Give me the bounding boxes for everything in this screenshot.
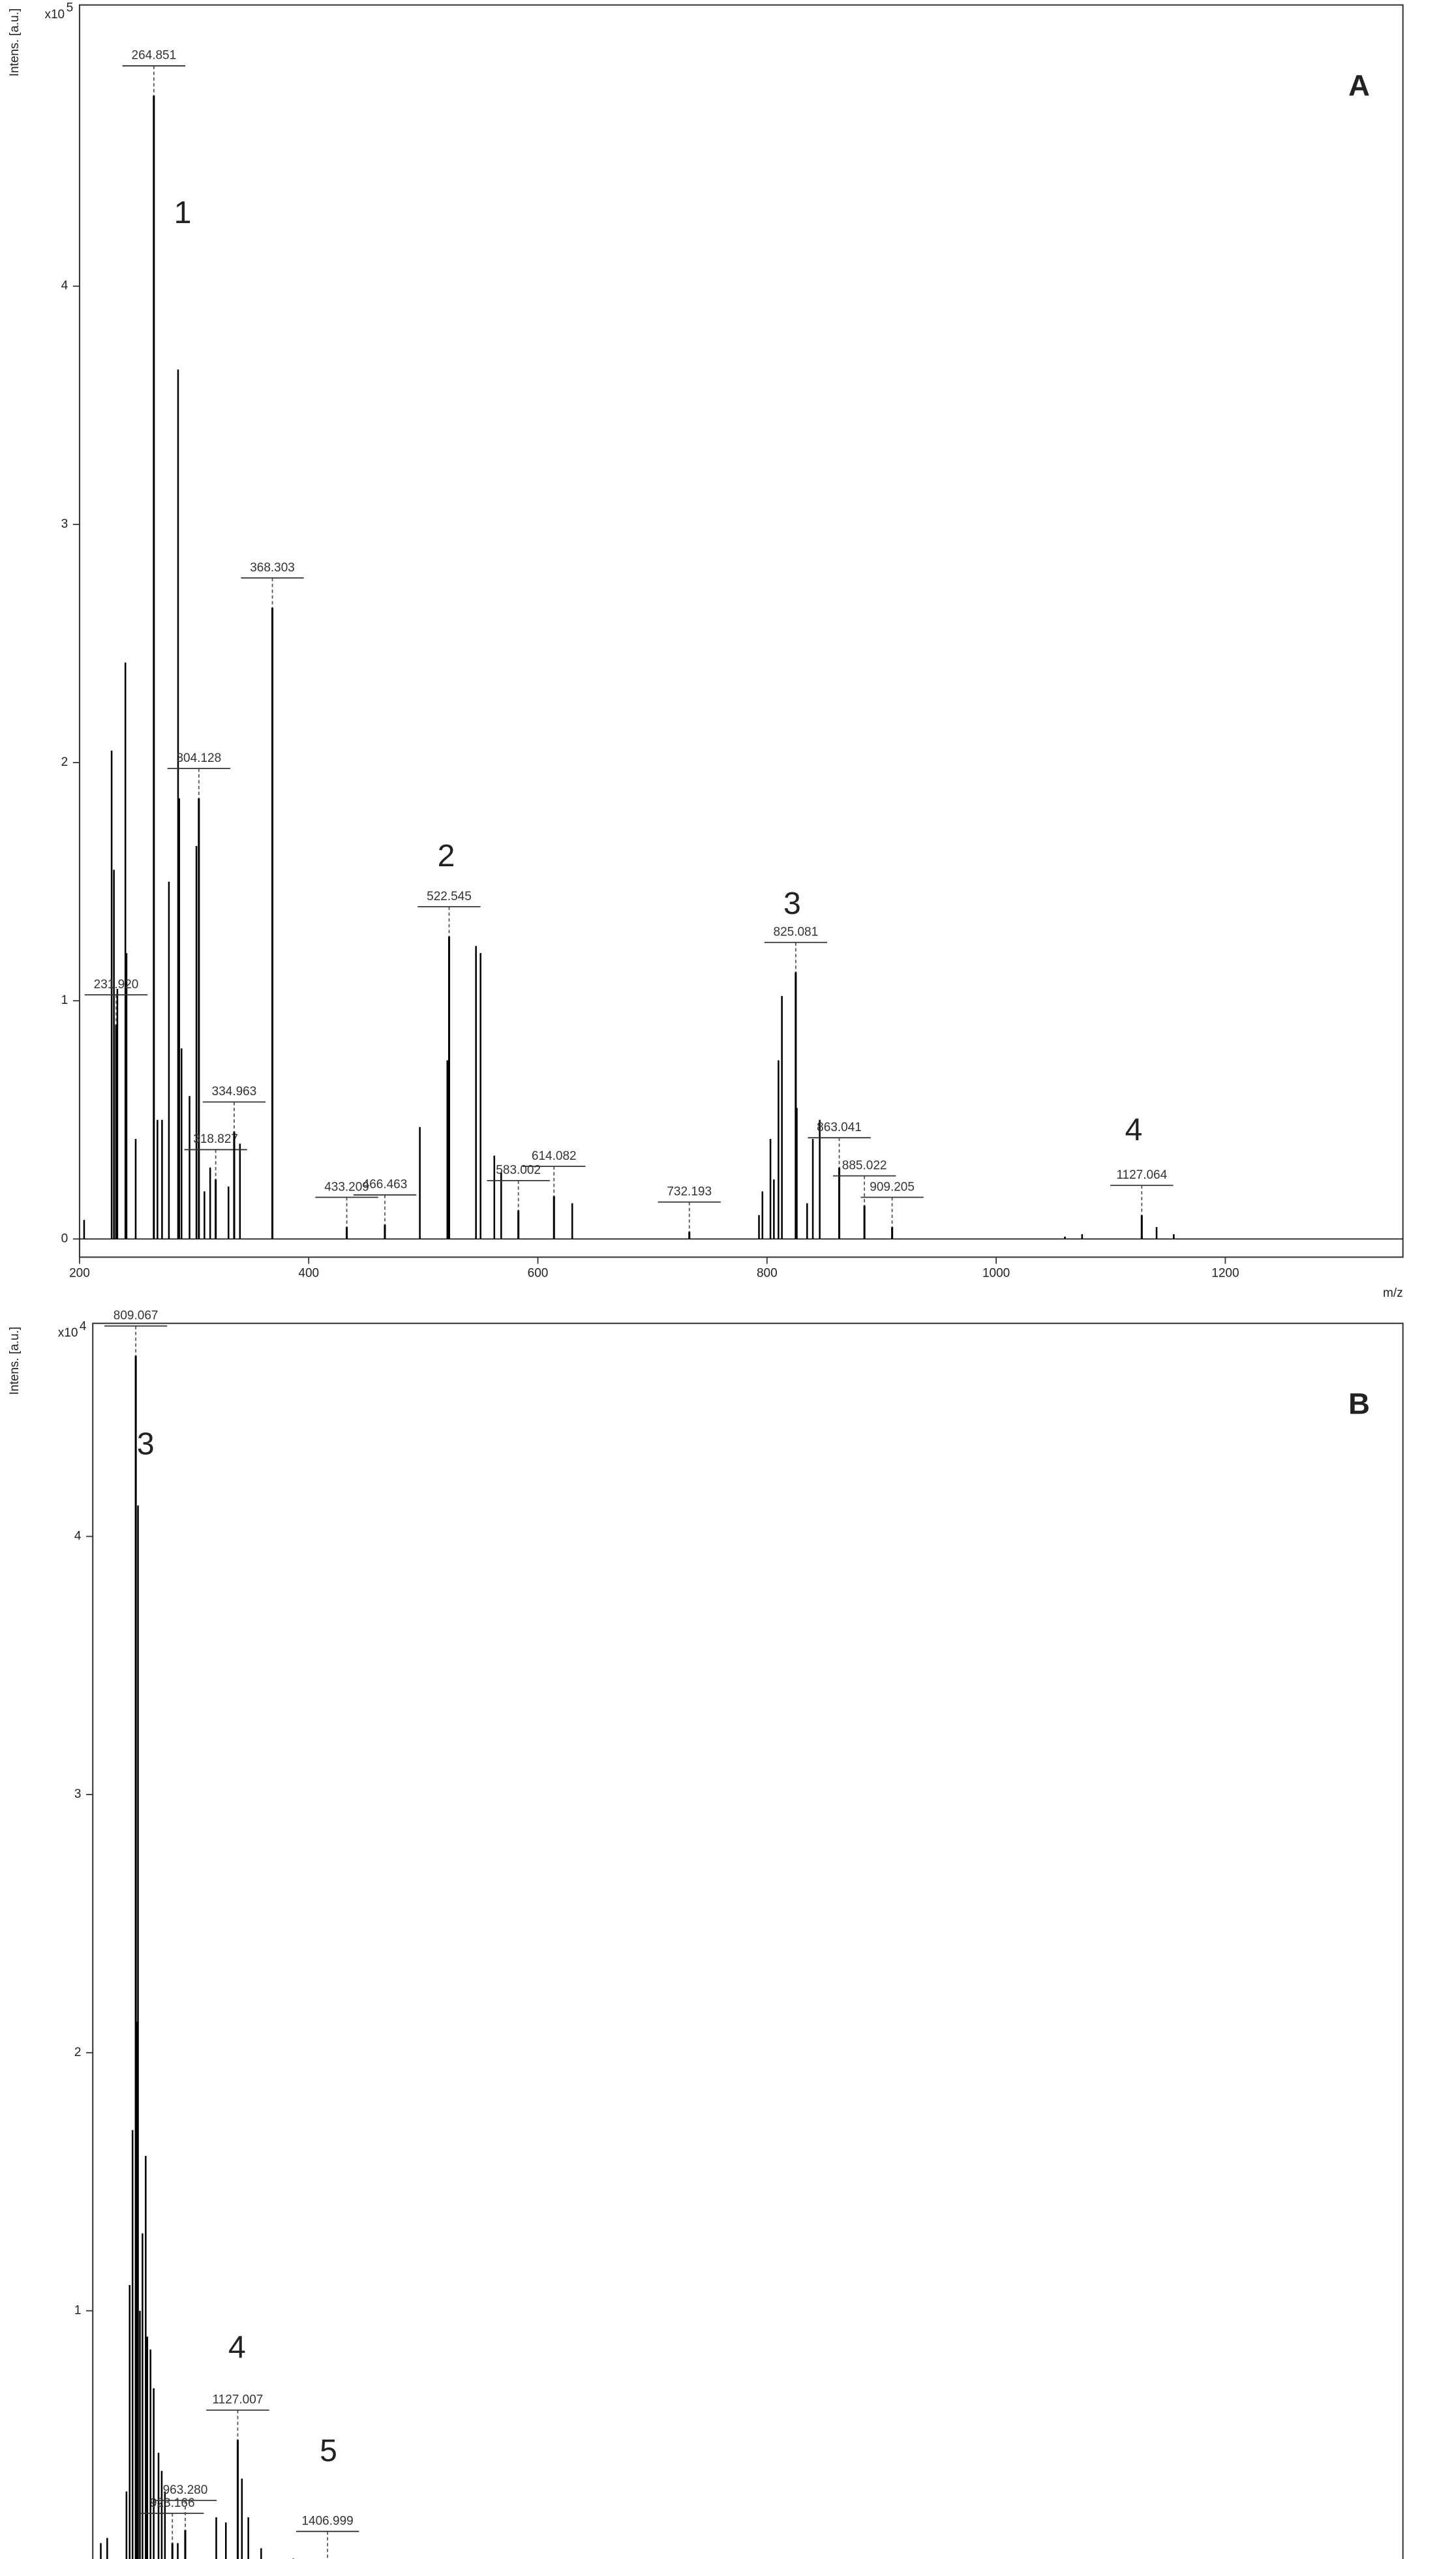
y-exponent: 5 [67,1,74,15]
plot-frame [78,4,1404,1258]
peak-label: 909.205 [870,1180,915,1194]
cluster-label: 3 [783,886,801,921]
panel-label: B [1348,1387,1370,1421]
y-tick-label: 0 [61,1232,68,1245]
peak-label: 334.963 [212,1085,257,1098]
cluster-label: 4 [228,2330,246,2365]
x-tick-label: 600 [528,1267,549,1280]
y-exponent: 4 [80,1320,87,1333]
peak-label: 583.002 [496,1164,541,1177]
peak-label: 825.081 [774,926,819,939]
y-tick-label: 4 [74,1529,82,1543]
x-tick-label: 1000 [982,1267,1010,1280]
peak-label: 885.022 [842,1158,887,1172]
cluster-label: 1 [174,195,192,230]
y-tick-label: 2 [61,755,68,769]
y-tick-label: 3 [61,517,68,531]
cluster-label: 4 [1125,1112,1142,1147]
peak-label: 522.545 [427,890,472,903]
peak-label: 433.209 [324,1180,369,1194]
y-tick-label: 2 [74,2046,82,2059]
y-axis-label: Intens. [a.u.] [8,1327,22,1395]
peak-label: 466.463 [363,1178,408,1192]
peak-label: 923.166 [150,2496,195,2510]
peak-label: 863.041 [817,1121,862,1134]
x-tick-label: 200 [69,1267,90,1280]
peak-label: 963.280 [163,2483,208,2497]
panel-label: A [1348,68,1370,102]
peak-label: 614.082 [532,1149,577,1163]
y-multiplier: x10 [44,8,65,22]
peak-label: 1406.999 [301,2514,353,2528]
peak-label: 231.920 [94,978,139,992]
cluster-label: 5 [320,2433,337,2468]
y-tick-label: 4 [61,279,68,293]
peak-label: 732.193 [667,1185,712,1199]
x-tick-label: 800 [757,1267,778,1280]
x-tick-label: 1200 [1211,1267,1239,1280]
y-multiplier: x10 [58,1326,78,1340]
plot-frame [92,1322,1404,2559]
cluster-label: 3 [137,1427,155,1462]
y-axis-label: Intens. [a.u.] [8,8,22,77]
peak-label: 1127.064 [1116,1168,1167,1182]
x-axis-label: m/z [1383,1286,1403,1300]
y-tick-label: 3 [74,1787,82,1801]
cluster-label: 2 [438,838,455,873]
peak-label: 304.128 [176,751,221,765]
x-tick-label: 400 [298,1267,319,1280]
peak-label: 1127.007 [213,2393,264,2407]
y-tick-label: 1 [61,993,68,1007]
peak-label: 809.067 [114,1309,159,1323]
peak-label: 368.303 [250,561,295,575]
y-tick-label: 1 [74,2304,82,2318]
peak-label: 264.851 [132,49,177,63]
peak-label: 318.827 [193,1132,238,1146]
